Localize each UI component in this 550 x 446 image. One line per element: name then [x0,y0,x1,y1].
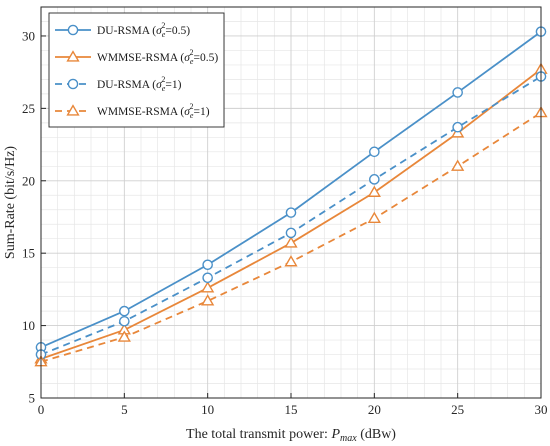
y-tick-label: 25 [22,101,35,116]
data-point [119,315,130,327]
legend-label: DU-RSMA (σe2=0.5) [97,21,190,39]
x-tick-label: 20 [368,402,381,417]
x-axis-label-suffix: (dBw) [357,427,397,442]
data-point [452,121,463,133]
x-tick-label: 0 [38,402,45,417]
y-tick-label: 5 [29,391,36,406]
data-point [369,174,380,185]
data-point [367,211,381,224]
data-point [202,272,213,284]
legend-marker [66,104,80,116]
data-point [119,305,130,317]
x-axis-ticks: 0 5 10 15 20 25 30 [38,393,548,417]
data-point [451,159,465,171]
data-point [285,207,297,218]
legend-marker [67,78,79,90]
legend-box [48,12,225,128]
legend-label: WMMSE-RSMA (σe2=1) [97,102,210,120]
legend-entry: WMMSE-RSMA (σe2=1) [55,102,210,120]
data-point [285,227,297,239]
legend-label: DU-RSMA (σe2=1) [97,75,182,93]
y-tick-label: 30 [22,28,35,43]
data-point [117,330,131,342]
x-axis-label-symbol: P [330,427,340,442]
data-point [284,236,298,248]
legend-marker [67,24,79,36]
legend-entry: DU-RSMA (σe2=1) [55,75,182,93]
legend-entry: WMMSE-RSMA (σe2=0.5) [55,48,218,66]
series-3 [35,71,547,360]
y-tick-label: 20 [22,173,35,188]
data-point [201,281,215,293]
x-axis-label-prefix: The total transmit power: [186,427,331,442]
x-axis-label-subscript: max [340,433,357,444]
y-tick-label: 15 [22,246,35,261]
data-point [284,255,298,267]
x-tick-label: 15 [285,402,298,417]
legend: DU-RSMA (σe2=0.5) WMMSE-RSMA (σe2=0.5) DU-… [48,12,225,128]
x-tick-label: 25 [451,402,464,417]
data-point [367,185,381,197]
y-tick-label: 10 [22,318,35,333]
data-point [201,294,215,306]
data-point [369,146,380,158]
data-point [202,259,213,271]
y-axis-label: Sum-Rate (bit/s/Hz) [3,146,18,259]
legend-marker [66,50,80,62]
x-tick-label: 30 [535,402,548,417]
data-point [452,87,463,98]
legend-label: WMMSE-RSMA (σe2=0.5) [97,48,218,66]
legend-entry: DU-RSMA (σe2=0.5) [55,21,190,39]
y-axis-ticks: 5 10 15 20 25 30 [22,28,46,406]
x-tick-label: 5 [121,402,128,417]
x-axis-label: The total transmit power: Pmax (dBw) [186,427,396,444]
x-tick-label: 10 [201,402,214,417]
series-2 [34,62,548,364]
